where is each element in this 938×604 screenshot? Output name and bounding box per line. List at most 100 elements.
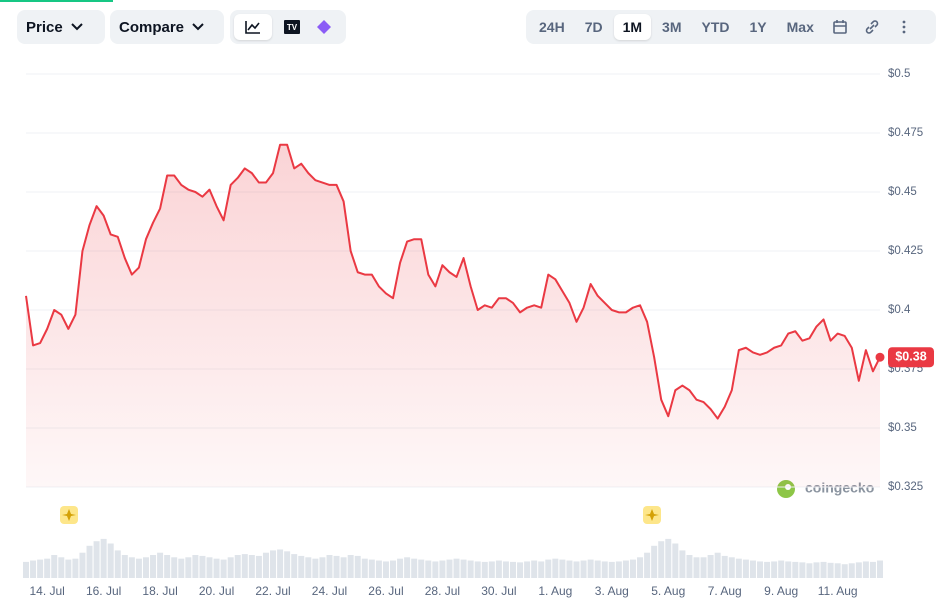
icon: TV bbox=[284, 20, 300, 34]
volume-bar bbox=[51, 555, 58, 578]
range-button[interactable]: 1M bbox=[613, 14, 652, 40]
volume-bar bbox=[757, 561, 764, 578]
range-button[interactable]: 1Y bbox=[749, 19, 767, 35]
event-marker[interactable] bbox=[60, 506, 78, 524]
volume-bar bbox=[764, 561, 771, 578]
range-button[interactable]: 7D bbox=[584, 19, 603, 35]
volume-bar bbox=[552, 558, 559, 578]
volume-bar bbox=[665, 538, 672, 578]
ai-button[interactable] bbox=[312, 14, 336, 40]
y-tick-label: $0.325 bbox=[888, 481, 923, 493]
volume-bar bbox=[679, 550, 686, 578]
volume-bar bbox=[707, 555, 714, 578]
volume-bar bbox=[241, 554, 248, 578]
volume-bar bbox=[404, 557, 411, 578]
selector-button[interactable]: Price bbox=[17, 14, 92, 40]
tradingview-button[interactable]: TV bbox=[280, 14, 304, 40]
volume-bar bbox=[566, 560, 573, 578]
volume-bar bbox=[199, 555, 206, 578]
volume-bar bbox=[877, 560, 883, 578]
volume-bar bbox=[150, 555, 157, 578]
x-tick-label: 30. Jul bbox=[481, 584, 516, 598]
x-tick-label: 7. Aug bbox=[708, 584, 742, 598]
x-tick-label: 24. Jul bbox=[312, 584, 347, 598]
volume-bar bbox=[23, 561, 29, 578]
volume-bar bbox=[608, 561, 615, 578]
last-price-dot bbox=[875, 352, 885, 362]
volume-bar bbox=[785, 561, 792, 578]
volume-bar bbox=[333, 555, 340, 578]
volume-bar bbox=[545, 559, 552, 578]
volume-bar bbox=[100, 538, 107, 578]
volume-bar bbox=[234, 555, 241, 578]
y-tick-label: $0.5 bbox=[888, 68, 910, 80]
x-tick-label: 28. Jul bbox=[425, 584, 460, 598]
volume-bar bbox=[622, 560, 629, 578]
event-marker[interactable] bbox=[643, 506, 661, 524]
x-tick-label: 20. Jul bbox=[199, 584, 234, 598]
volume-bar bbox=[439, 560, 446, 578]
volume-bar bbox=[86, 545, 93, 578]
volume-bar bbox=[686, 555, 693, 578]
volume-bar bbox=[693, 557, 700, 578]
volume-bar bbox=[792, 561, 799, 578]
range-button[interactable]: 3M bbox=[662, 19, 682, 35]
volume-bar bbox=[425, 560, 432, 578]
line-chart-button[interactable] bbox=[234, 14, 272, 40]
volume-bar bbox=[248, 555, 255, 578]
volume-bar bbox=[262, 552, 269, 578]
x-tick-label: 18. Jul bbox=[142, 584, 177, 598]
volume-bar bbox=[164, 555, 171, 578]
volume-bar bbox=[107, 543, 114, 578]
compare-selector[interactable]: Compare bbox=[110, 10, 224, 44]
chevron bbox=[70, 23, 83, 31]
volume-bar bbox=[531, 560, 538, 578]
volume-bar bbox=[700, 557, 707, 578]
x-tick-label: 5. Aug bbox=[651, 584, 685, 598]
x-tick-label: 26. Jul bbox=[368, 584, 403, 598]
selector-button[interactable]: Compare bbox=[110, 14, 213, 40]
calendar-button[interactable] bbox=[825, 14, 855, 40]
price-selector[interactable]: Price bbox=[17, 10, 105, 44]
range-button[interactable]: 24H bbox=[539, 19, 565, 35]
volume-bar bbox=[509, 561, 516, 578]
volume-bar bbox=[142, 557, 149, 578]
volume-bar bbox=[488, 561, 495, 578]
volume-bar bbox=[277, 549, 284, 578]
volume-bar bbox=[460, 559, 467, 578]
volume-bar bbox=[658, 541, 665, 578]
volume-bar bbox=[37, 559, 44, 578]
icon bbox=[902, 20, 906, 34]
range-button[interactable]: YTD bbox=[701, 19, 730, 35]
volume-bar bbox=[255, 555, 262, 578]
volume-bar bbox=[58, 557, 65, 578]
volume-bar bbox=[721, 555, 728, 578]
volume-bar bbox=[467, 560, 474, 578]
y-tick-label: $0.4 bbox=[888, 304, 911, 316]
selector-label: Compare bbox=[119, 18, 185, 36]
link-button[interactable] bbox=[857, 14, 887, 40]
volume-bar bbox=[714, 552, 721, 578]
volume-bar bbox=[848, 563, 855, 578]
y-tick-label: $0.45 bbox=[888, 186, 917, 198]
volume-bar bbox=[354, 555, 361, 578]
volume-bar bbox=[517, 562, 524, 578]
more-button[interactable] bbox=[889, 14, 919, 40]
volume-bar bbox=[418, 559, 425, 578]
volume-bar bbox=[121, 555, 128, 578]
volume-bar bbox=[291, 554, 298, 578]
x-tick-label: 22. Jul bbox=[255, 584, 290, 598]
volume-bar bbox=[735, 558, 742, 578]
volume-bar bbox=[347, 555, 354, 578]
volume-bar bbox=[806, 563, 813, 578]
volume-bar bbox=[651, 545, 658, 578]
range-button[interactable]: Max bbox=[786, 19, 814, 35]
volume-bar bbox=[206, 557, 213, 578]
volume-bar bbox=[326, 555, 333, 578]
selector-label: Price bbox=[26, 18, 63, 36]
volume-bar bbox=[284, 551, 291, 578]
price-area bbox=[26, 144, 880, 488]
volume-bar bbox=[827, 562, 834, 578]
volume-bar bbox=[192, 555, 199, 578]
